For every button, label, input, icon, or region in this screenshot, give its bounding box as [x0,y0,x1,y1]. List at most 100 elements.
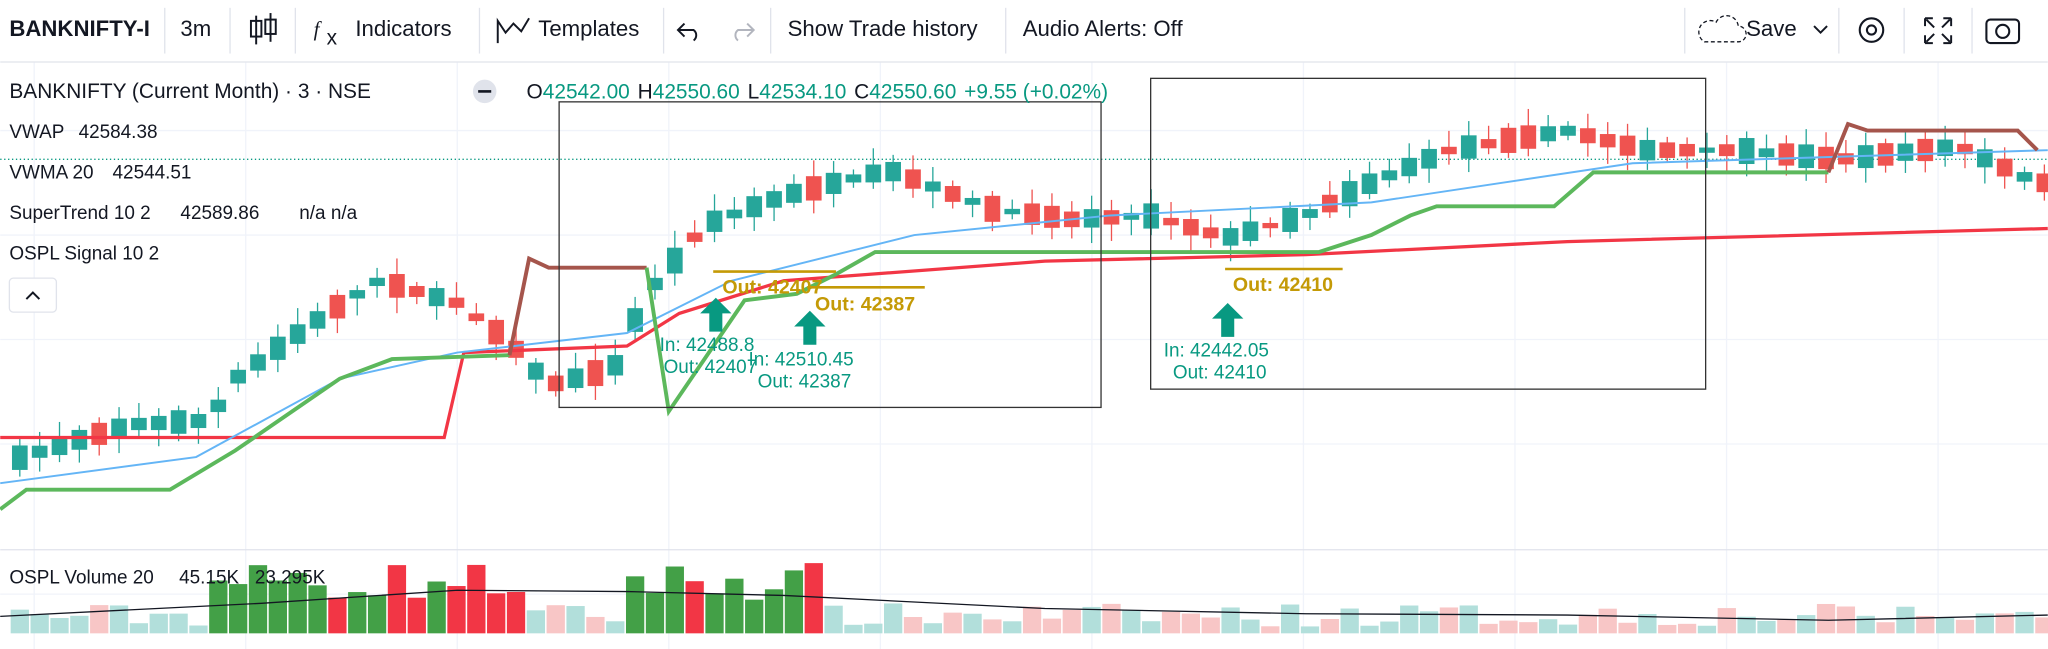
legend-toggle[interactable] [8,277,58,313]
settings-button[interactable] [1858,17,1885,43]
volume-bar [1439,607,1459,634]
candle-body [1996,158,2013,177]
volume-bar [1003,621,1022,634]
volume-bar [1757,620,1776,634]
volume-bar [1816,603,1836,634]
volume-bar [1360,625,1379,634]
ohlc-key: L [748,80,760,103]
candle-body [1083,209,1100,228]
indicator-value: 42589.86 [180,203,259,224]
volume-name: OSPL Volume 20 [9,567,153,588]
candle-body [11,445,28,470]
candle-body [1937,139,1953,157]
candle-body [1897,143,1914,161]
volume-bar [1201,617,1220,634]
candle-body [528,362,544,380]
volume-bar [189,625,208,634]
legend-toggle-icon [25,291,41,300]
ohlc-key: C [854,80,869,103]
volume-bar [804,563,823,634]
volume-bar [983,619,1002,634]
candle-body [111,418,127,438]
trade-out-label: Out: 42407 [664,357,758,378]
candle-body [567,368,584,389]
templates-icon[interactable] [496,17,530,44]
redo-button[interactable] [734,22,756,42]
candle-body [448,297,465,308]
volume-bar [526,610,546,634]
candle-body [1024,203,1040,225]
vwap-line [0,226,2048,440]
buy-arrow [794,310,826,345]
volume-bar [1677,623,1697,634]
indicators-icon[interactable]: f [314,17,323,41]
volume-bar [427,581,446,634]
save-menu[interactable] [1813,25,1828,35]
save-icon[interactable] [1698,15,1747,43]
candle-body [1619,135,1636,156]
indicators-button[interactable]: Indicators [355,16,451,41]
screenshot-button[interactable] [1985,18,2021,45]
indicators-icon[interactable]: x [327,27,338,50]
candle-body [984,195,1001,222]
trade-history-button[interactable]: Show Trade history [788,16,979,41]
volume-bar [1082,606,1101,634]
candle-body [1917,138,1934,162]
candle-body [1202,227,1219,239]
vwma-line [0,149,2048,485]
candle-body [1222,228,1239,246]
candle-body [786,183,802,203]
ohlc-value: 42534.10 [759,80,846,103]
volume-bar [209,580,228,634]
candle-body [905,169,921,189]
candle-body [1679,143,1695,157]
save-button[interactable]: Save [1746,16,1797,41]
volume-bar [1558,624,1578,634]
candle-body [170,410,187,434]
volume-bar [1479,623,1498,634]
volume-bar [625,576,645,634]
volume-bar [1717,608,1736,634]
audio-alerts-button[interactable]: Audio Alerts: Off [1023,16,1184,41]
volume-bar [1221,607,1240,634]
candle-body [2036,173,2048,193]
candle-body [210,399,227,413]
candle-body [746,196,763,218]
volume-bar [1737,616,1756,634]
templates-button[interactable]: Templates [538,16,639,41]
volume-bar [328,597,347,634]
indicator-name: VWAP [9,122,64,143]
indicator-name: VWMA 20 [9,163,93,184]
volume-bar [1896,606,1915,634]
trade-in-label: In: 42488.8 [660,335,755,356]
indicator-name: SuperTrend 10 2 [9,203,150,224]
volume-bar [943,612,962,634]
volume-bar [1955,619,1975,634]
chart-type-button[interactable] [249,13,277,45]
annotations: Out: 42407 Out: 42387 Out: 42410 In: 424… [660,274,1333,392]
ohlc-change: +9.55 (+0.02%) [964,80,1108,103]
candle-body [1580,128,1596,144]
volume-bar [248,565,268,634]
candle-body [1718,144,1735,157]
interval-button[interactable]: 3m [180,16,211,41]
volume-bar [268,580,287,634]
candle-body [190,413,207,429]
ohlc-values: O42542.00 H42550.60 L42534.10 C42550.60 +9.5… [526,80,1108,103]
ohlc-value: 42542.00 [543,80,630,103]
candle-body [31,445,48,458]
fullscreen-button[interactable] [1924,17,1953,45]
legend-title: BANKNIFTY (Current Month) · 3 · NSE [9,80,371,103]
volume-bar [864,623,883,634]
volume-bar [109,605,129,634]
indicator-value: 42584.38 [79,122,158,143]
supertrend-down-line [1826,121,2039,174]
undo-button[interactable] [676,22,698,42]
volume-bar [467,564,486,634]
candle-body [91,422,108,445]
ohlc-key: O [526,80,542,103]
supertrend-up-line [644,170,1829,417]
indicator-name: OSPL Signal 10 2 [9,244,159,265]
volume-value: 45.15K [179,567,239,588]
symbol-button[interactable]: BANKNIFTY-I [9,16,150,41]
